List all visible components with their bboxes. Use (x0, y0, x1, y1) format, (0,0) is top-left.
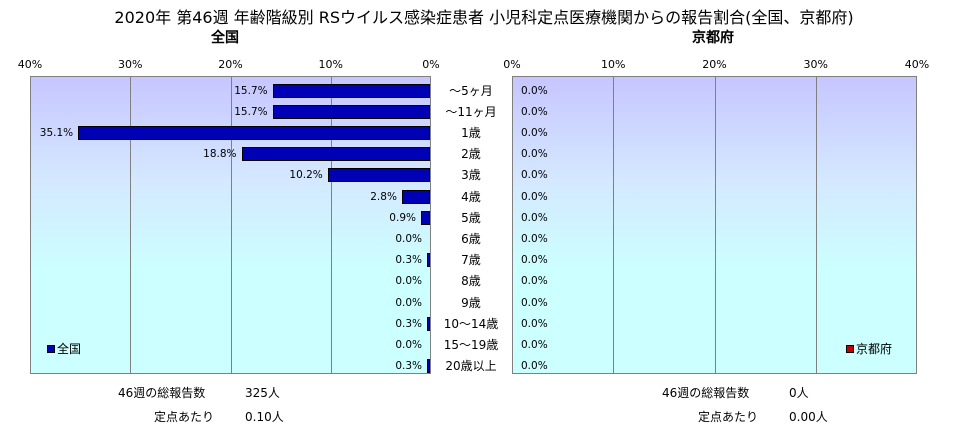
national-bar (401, 189, 430, 204)
national-per-site-label: 定点あたり (154, 410, 215, 424)
kyoto-gridline (613, 77, 615, 373)
national-bar (426, 359, 430, 374)
category-label: 15～19歳 (443, 338, 499, 352)
national-value-label: 0.3% (395, 360, 422, 373)
kyoto-legend: 京都府 (846, 340, 892, 357)
kyoto-x-tick: 10% (601, 58, 626, 71)
national-x-tick: 40% (17, 58, 43, 71)
national-value-label: 0.3% (395, 254, 422, 267)
category-label: ～11ヶ月 (445, 104, 497, 119)
national-value-label: 0.9% (389, 211, 416, 224)
national-gridline (130, 77, 132, 373)
national-value-label: 0.0% (395, 296, 422, 309)
kyoto-value-label: 0.0% (521, 105, 548, 118)
category-label: 10～14歳 (443, 316, 499, 331)
kyoto-gridline (714, 77, 716, 373)
national-gridline (330, 77, 332, 373)
national-x-tick: 0% (422, 58, 440, 71)
category-label: 2歳 (461, 147, 481, 162)
category-label: 7歳 (461, 253, 481, 268)
kyoto-value-label: 0.0% (521, 211, 548, 224)
kyoto-value-label: 0.0% (521, 233, 548, 245)
kyoto-value-label: 0.0% (521, 190, 548, 203)
kyoto-value-label: 0.0% (521, 127, 548, 139)
category-label: 20歳以上 (445, 359, 497, 374)
national-bar (420, 210, 430, 225)
national-legend-swatch (47, 344, 55, 353)
national-legend: 全国 (47, 340, 81, 357)
kyoto-x-tick: 20% (702, 58, 727, 71)
kyoto-total-reports-value: 0人 (789, 386, 809, 400)
category-label: 8歳 (461, 274, 481, 289)
national-bar (272, 104, 430, 119)
national-gridline (230, 77, 232, 373)
category-label: ～5ヶ月 (449, 83, 493, 98)
kyoto-legend-label: 京都府 (856, 342, 893, 356)
kyoto-x-tick: 40% (904, 58, 930, 71)
kyoto-plot-area: 0.0% 0.0% 0.0% 0.0% 0.0% 0.0% 0.0% 0.0% 0.0% 0.0%… (512, 76, 917, 374)
national-value-label: 0.0% (395, 233, 422, 245)
kyoto-total-reports-label: 46週の総報告数 (662, 386, 750, 400)
kyoto-value-label: 0.0% (521, 148, 548, 161)
national-total-reports-value: 325人 (245, 386, 280, 400)
national-legend-label: 全国 (57, 342, 82, 356)
kyoto-value-label: 0.0% (521, 169, 548, 182)
national-value-label: 18.8% (203, 148, 237, 161)
category-label: 9歳 (461, 295, 481, 310)
national-bar (241, 147, 430, 162)
kyoto-value-label: 0.0% (521, 84, 548, 97)
kyoto-value-label: 0.0% (521, 254, 548, 267)
kyoto-x-tick: 30% (803, 58, 828, 71)
kyoto-value-label: 0.0% (521, 360, 548, 373)
kyoto-subtitle: 京都府 (692, 30, 734, 46)
kyoto-per-site-value: 0.00人 (789, 410, 828, 424)
national-value-label: 0.0% (395, 339, 422, 351)
national-total-reports-label: 46週の総報告数 (118, 386, 206, 400)
national-plot-area: 15.7% 15.7% 35.1% 18.8% 10.2% 2.8% 0.9% 0.0% 0.3… (30, 76, 431, 374)
national-value-label: 15.7% (234, 105, 268, 118)
category-label: 1歳 (461, 126, 481, 140)
kyoto-legend-swatch (846, 344, 854, 353)
national-bar (78, 126, 430, 140)
chart-title: 2020年 第46週 年齢階級別 RSウイルス感染症患者 小児科定点医療機関から… (114, 8, 854, 27)
kyoto-x-tick: 0% (503, 58, 521, 71)
kyoto-per-site-label: 定点あたり (698, 410, 759, 424)
national-bar (426, 253, 430, 268)
kyoto-gridline (815, 77, 817, 373)
national-value-label: 2.8% (370, 190, 397, 203)
national-per-site-value: 0.10人 (245, 410, 284, 424)
category-label: 4歳 (461, 189, 481, 204)
national-x-tick: 30% (118, 58, 143, 71)
national-x-tick: 10% (318, 58, 343, 71)
national-value-label: 0.0% (395, 275, 422, 288)
category-label: 6歳 (461, 232, 481, 246)
category-label: 5歳 (461, 210, 481, 225)
national-x-tick: 20% (218, 58, 243, 71)
national-value-label: 15.7% (234, 84, 268, 97)
national-value-label: 35.1% (39, 127, 74, 139)
kyoto-value-label: 0.0% (521, 339, 548, 351)
kyoto-value-label: 0.0% (521, 275, 548, 288)
national-bar (272, 83, 430, 98)
kyoto-value-label: 0.0% (521, 317, 548, 330)
national-bar (426, 316, 430, 331)
national-subtitle: 全国 (211, 30, 239, 46)
national-value-label: 10.2% (289, 169, 323, 182)
kyoto-value-label: 0.0% (521, 296, 548, 309)
national-bar (327, 168, 430, 183)
national-value-label: 0.3% (395, 317, 422, 330)
category-label: 3歳 (461, 168, 481, 183)
